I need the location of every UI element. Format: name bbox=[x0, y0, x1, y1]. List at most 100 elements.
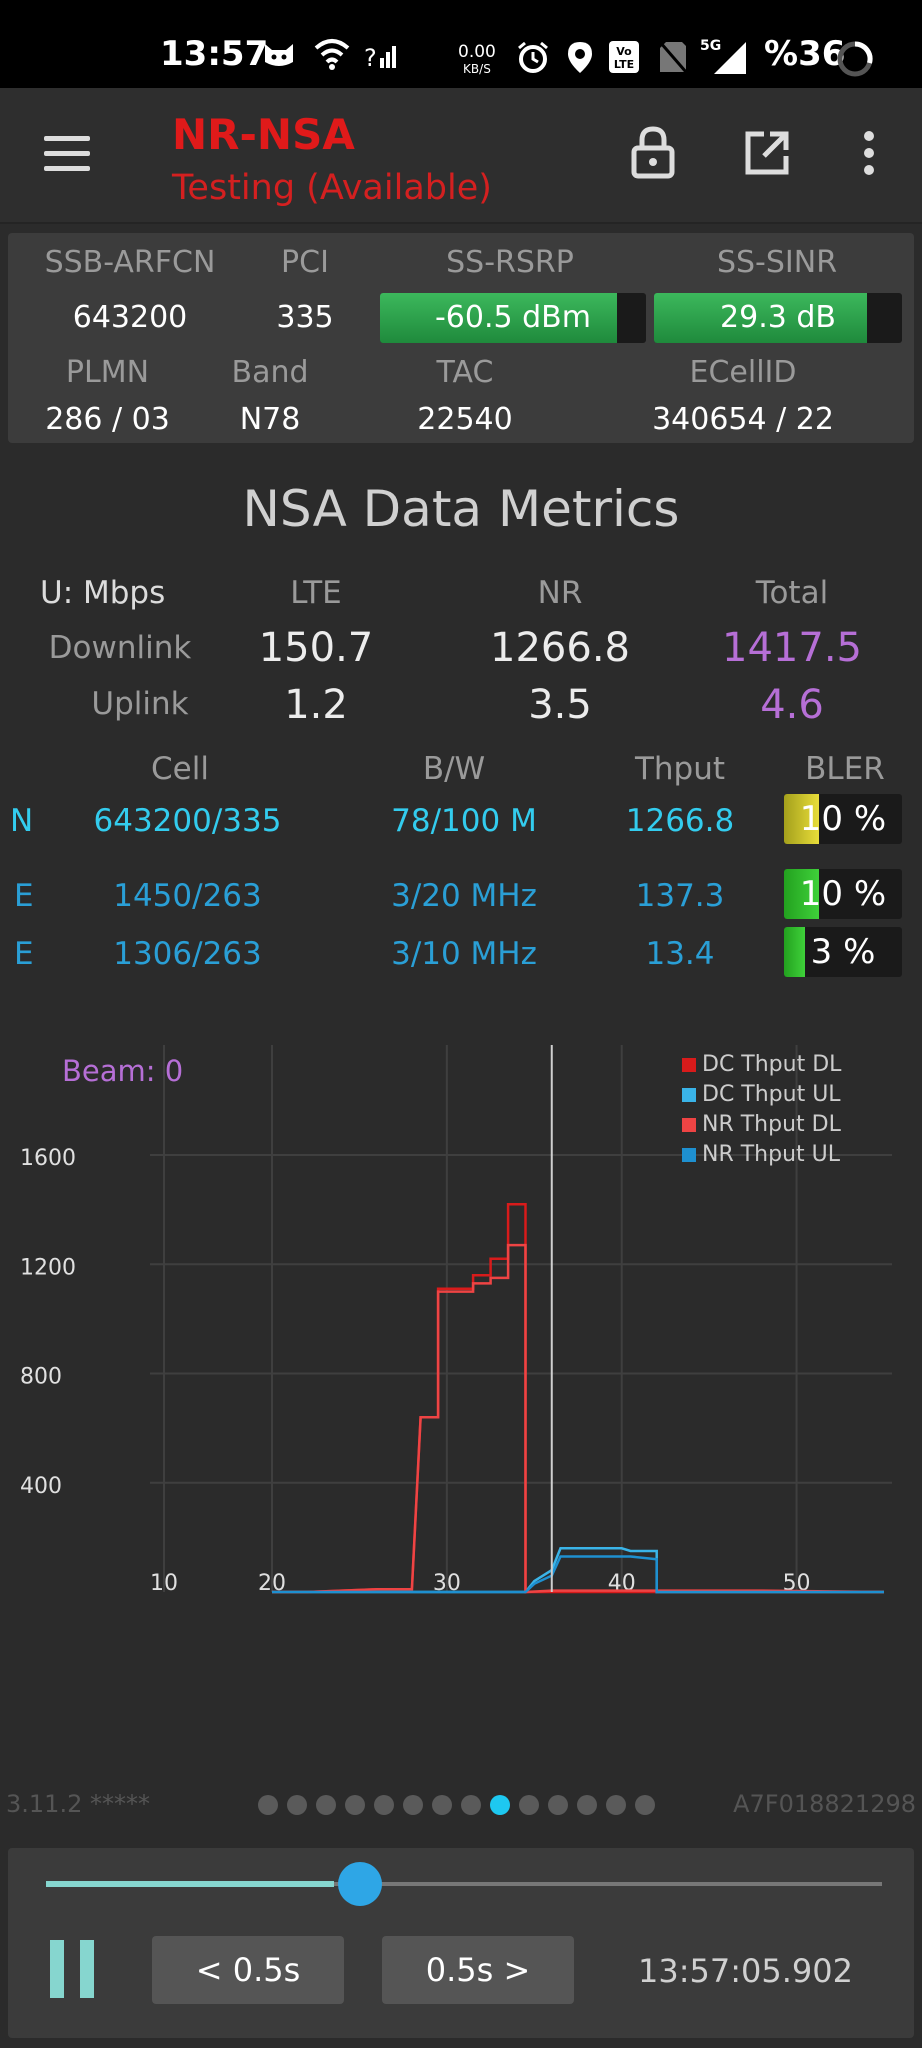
cell-row-3-cell: 1306/263 bbox=[113, 936, 262, 972]
sinr-value: 29.3 dB bbox=[720, 300, 836, 335]
tac-label: TAC bbox=[436, 355, 494, 390]
bler-header: BLER bbox=[805, 751, 885, 787]
lock-icon[interactable] bbox=[628, 124, 678, 180]
bler-row-1-fill bbox=[784, 794, 820, 844]
volte-icon: Vo LTE bbox=[608, 40, 640, 73]
cell-row-2-bler: 10 % bbox=[784, 869, 902, 919]
nr-header: NR bbox=[537, 575, 583, 611]
cell-row-1-bler: 10 % bbox=[784, 794, 902, 844]
cell-row-3-thput: 13.4 bbox=[645, 936, 715, 972]
bw-header: B/W bbox=[422, 751, 486, 787]
page-dot[interactable] bbox=[287, 1795, 307, 1815]
throughput-chart[interactable]: 1600 1200 800 400 10 20 30 40 50 Beam: 0 DC Thpu… bbox=[0, 1040, 922, 1620]
seek-track[interactable] bbox=[46, 1882, 882, 1886]
page-dot[interactable] bbox=[635, 1795, 655, 1815]
wifi-icon bbox=[314, 38, 350, 70]
total-header: Total bbox=[755, 575, 829, 611]
cell-row-1-thput: 1266.8 bbox=[625, 803, 735, 839]
location-icon bbox=[566, 40, 594, 73]
cell-row-1-bler-value: 10 % bbox=[799, 799, 887, 839]
legend-label: DC Thput UL bbox=[702, 1082, 841, 1107]
legend-swatch bbox=[682, 1088, 696, 1102]
page-dot[interactable] bbox=[374, 1795, 394, 1815]
x-tick-label: 10 bbox=[150, 1571, 178, 1596]
page-dot[interactable] bbox=[461, 1795, 481, 1815]
status-bar: 13:57 ? 0.00 KB/S Vo LTE 5G %36 bbox=[0, 0, 922, 88]
bler-row-3-fill bbox=[784, 927, 806, 977]
page-dot[interactable] bbox=[606, 1795, 626, 1815]
cell-row-3-bw: 3/10 MHz bbox=[391, 936, 537, 972]
rsrp-value: -60.5 dBm bbox=[434, 300, 591, 335]
sinr-meter-fill bbox=[654, 293, 868, 343]
ss-rsrp-label: SS-RSRP bbox=[446, 245, 574, 280]
open-external-icon[interactable] bbox=[742, 128, 792, 178]
uplink-nr-value: 3.5 bbox=[528, 682, 592, 728]
metrics-title: NSA Data Metrics bbox=[242, 480, 680, 538]
page-dot[interactable] bbox=[548, 1795, 568, 1815]
app-title: NR-NSA bbox=[172, 110, 355, 159]
cell-header: Cell bbox=[151, 751, 209, 787]
beam-label: Beam: 0 bbox=[62, 1054, 184, 1088]
page-dot[interactable] bbox=[345, 1795, 365, 1815]
battery-icon bbox=[836, 40, 874, 77]
downlink-lte-value: 150.7 bbox=[258, 625, 374, 671]
step-forward-button[interactable]: 0.5s > bbox=[382, 1936, 574, 2004]
pci-value: 335 bbox=[276, 300, 334, 335]
lte-header: LTE bbox=[290, 575, 342, 611]
alarm-icon bbox=[516, 40, 550, 73]
downlink-label: Downlink bbox=[48, 630, 192, 666]
ecellid-label: ECellID bbox=[689, 355, 797, 390]
ecellid-value: 340654 / 22 bbox=[652, 402, 834, 437]
no-sim-icon bbox=[658, 40, 688, 73]
page-dot[interactable] bbox=[258, 1795, 278, 1815]
cell-row-2-thput: 137.3 bbox=[635, 878, 725, 914]
menu-icon[interactable] bbox=[30, 122, 106, 186]
ssb-arfcn-value: 643200 bbox=[72, 300, 188, 335]
pause-button[interactable] bbox=[48, 1940, 100, 1998]
rsrp-meter-fill bbox=[380, 293, 617, 343]
legend-label: DC Thput DL bbox=[702, 1052, 842, 1077]
page-dot-active[interactable] bbox=[490, 1795, 510, 1815]
playback-controls: < 0.5s 0.5s > 13:57:05.902 bbox=[8, 1848, 914, 2038]
device-serial: A7F018821298 bbox=[733, 1790, 916, 1818]
legend-swatch bbox=[682, 1058, 696, 1072]
page-dot[interactable] bbox=[577, 1795, 597, 1815]
series-line-nr-thput-ul bbox=[272, 1555, 884, 1594]
ss-sinr-label: SS-SINR bbox=[716, 245, 838, 280]
cell-row-3-type: E bbox=[14, 936, 34, 972]
playback-timestamp: 13:57:05.902 bbox=[638, 1952, 853, 1990]
net-speed-value: 0.00 bbox=[458, 42, 496, 62]
uplink-lte-value: 1.2 bbox=[284, 682, 348, 728]
cell-row-2-bw: 3/20 MHz bbox=[391, 878, 537, 914]
y-tick-label: 1200 bbox=[20, 1255, 76, 1280]
cell-row-2-cell: 1450/263 bbox=[113, 878, 262, 914]
cell-row-3-bler: 3 % bbox=[784, 927, 902, 977]
plmn-value: 286 / 03 bbox=[45, 402, 170, 437]
legend-swatch bbox=[682, 1148, 696, 1162]
step-back-button[interactable]: < 0.5s bbox=[152, 1936, 344, 2004]
seek-thumb[interactable] bbox=[338, 1862, 383, 1906]
app-subtitle: Testing (Available) bbox=[172, 168, 492, 208]
sinr-meter: 29.3 dB bbox=[654, 293, 902, 343]
legend-swatch bbox=[682, 1118, 696, 1132]
cell-row-1-cell: 643200/335 bbox=[93, 803, 282, 839]
page-dot[interactable] bbox=[432, 1795, 452, 1815]
signal-5g-icon: 5G bbox=[700, 36, 748, 74]
legend-label: NR Thput UL bbox=[702, 1142, 841, 1167]
svg-text:LTE: LTE bbox=[614, 58, 634, 71]
bler-row-2-fill bbox=[784, 869, 820, 919]
page-dot[interactable] bbox=[316, 1795, 336, 1815]
uplink-total-value: 4.6 bbox=[760, 682, 824, 728]
cat-icon bbox=[262, 40, 296, 72]
page-dot[interactable] bbox=[403, 1795, 423, 1815]
cell-row-1-type: N bbox=[10, 803, 34, 839]
cell-row-3-bler-value: 3 % bbox=[810, 932, 876, 972]
ssb-arfcn-label: SSB-ARFCN bbox=[44, 245, 216, 280]
legend-label: NR Thput DL bbox=[702, 1112, 841, 1137]
seek-progress bbox=[46, 1881, 335, 1887]
page-dot[interactable] bbox=[519, 1795, 539, 1815]
y-tick-label: 400 bbox=[20, 1474, 62, 1499]
overflow-menu-icon[interactable] bbox=[854, 128, 884, 178]
downlink-total-value: 1417.5 bbox=[722, 625, 862, 671]
